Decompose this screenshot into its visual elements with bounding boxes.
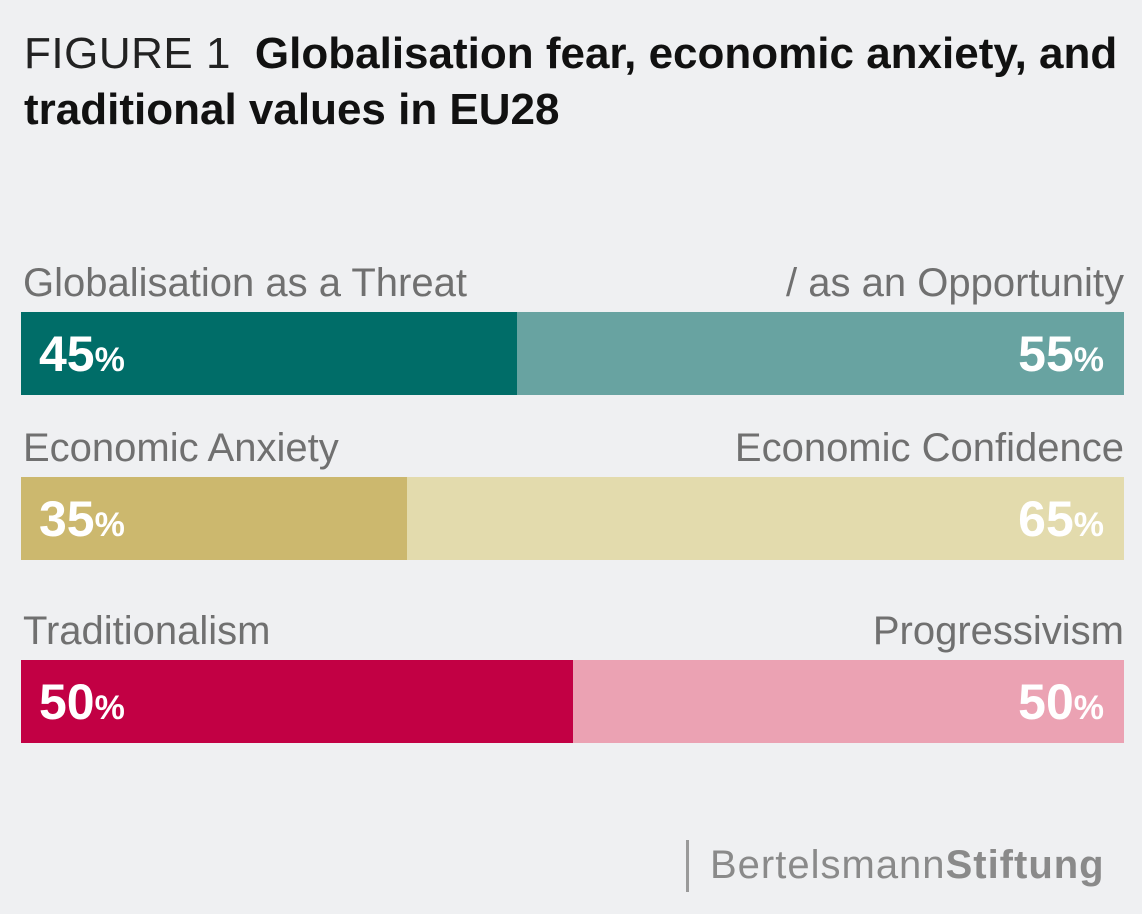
row-left-label: Globalisation as a Threat (23, 261, 467, 305)
value-label-right: 65% (1018, 489, 1104, 555)
chart-row: Traditionalism Progressivism 50% 50% (21, 598, 1124, 743)
bar-segment-left (21, 312, 517, 395)
row-spacer (21, 395, 1124, 415)
value-number: 65 (1018, 491, 1074, 547)
value-label-right: 55% (1018, 324, 1104, 390)
bar-segment-left (21, 477, 407, 560)
bar-segment-right (517, 312, 1124, 395)
value-unit: % (1073, 341, 1104, 379)
stacked-bar-chart: Globalisation as a Threat / as an Opportu… (21, 250, 1124, 743)
row-left-label: Economic Anxiety (23, 426, 339, 470)
stacked-bar: 45% 55% (21, 312, 1124, 395)
row-right-label: Progressivism (872, 609, 1124, 653)
brand-name-bold: Stiftung (945, 843, 1105, 887)
value-number: 50 (39, 674, 95, 730)
figure-title: Globalisation fear, economic anxiety, an… (24, 29, 1118, 134)
row-left-label: Traditionalism (23, 609, 271, 653)
stacked-bar: 50% 50% (21, 660, 1124, 743)
footer-divider (686, 840, 689, 892)
value-label-left: 45% (39, 324, 125, 390)
value-number: 50 (1018, 674, 1074, 730)
row-labels: Traditionalism Progressivism (21, 598, 1124, 660)
value-unit: % (1073, 506, 1104, 544)
brand-name-light: Bertelsmann (710, 843, 946, 887)
row-labels: Globalisation as a Threat / as an Opportu… (21, 250, 1124, 312)
bar-segment-left (21, 660, 573, 743)
row-spacer (21, 560, 1124, 598)
bar-segment-right (573, 660, 1124, 743)
value-number: 55 (1018, 326, 1074, 382)
stacked-bar: 35% 65% (21, 477, 1124, 560)
value-label-left: 50% (39, 672, 125, 738)
value-label-left: 35% (39, 489, 125, 555)
figure-label: FIGURE 1 (24, 29, 231, 78)
value-unit: % (94, 341, 125, 379)
chart-row: Economic Anxiety Economic Confidence 35% 65… (21, 415, 1124, 560)
row-right-label: / as an Opportunity (786, 261, 1124, 305)
brand-logo: BertelsmannStiftung (710, 843, 1105, 888)
value-unit: % (94, 689, 125, 727)
row-labels: Economic Anxiety Economic Confidence (21, 415, 1124, 477)
value-unit: % (1073, 689, 1104, 727)
bar-segment-right (407, 477, 1124, 560)
row-right-label: Economic Confidence (734, 426, 1124, 470)
chart-title: FIGURE 1 Globalisation fear, economic anx… (24, 26, 1124, 138)
value-label-right: 50% (1018, 672, 1104, 738)
value-number: 45 (39, 326, 95, 382)
chart-row: Globalisation as a Threat / as an Opportu… (21, 250, 1124, 395)
value-unit: % (94, 506, 125, 544)
value-number: 35 (39, 491, 95, 547)
